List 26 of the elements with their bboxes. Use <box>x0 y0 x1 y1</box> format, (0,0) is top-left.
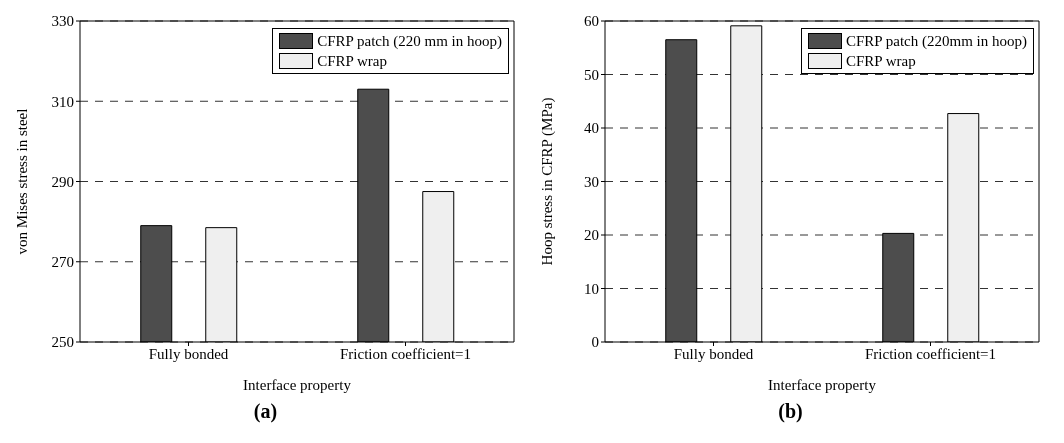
y-axis-title: Hoop stress in CFRP (MPa) <box>539 97 557 266</box>
y-tick-label: 40 <box>584 120 599 137</box>
y-tick-label: 30 <box>584 173 599 190</box>
legend-label: CFRP wrap <box>317 52 387 71</box>
legend-label: CFRP wrap <box>845 52 916 71</box>
y-tick-label: 60 <box>584 13 599 30</box>
legend-label: CFRP patch (220mm in hoop) <box>845 32 1027 51</box>
x-axis-title: Interface property <box>243 377 352 393</box>
text: (a) <box>253 400 278 423</box>
y-tick-label: 0 <box>591 334 599 351</box>
text: (b) <box>778 400 803 423</box>
y-tick-label: 270 <box>51 254 74 271</box>
y-tick-label: 290 <box>51 173 74 190</box>
y-tick-label: 20 <box>584 227 599 244</box>
y-tick-label: 50 <box>584 66 599 83</box>
x-tick-label: Fully bonded <box>148 345 229 362</box>
x-tick-label: Friction coefficient=1 <box>339 345 472 362</box>
legend-label: CFRP patch (220 mm in hoop) <box>317 32 502 51</box>
y-tick-label: 310 <box>51 93 74 110</box>
x-axis-title: Interface property <box>768 377 877 393</box>
y-tick-label: 330 <box>51 13 74 30</box>
x-tick-label: Fully bonded <box>673 345 754 362</box>
y-tick-label: 250 <box>51 334 74 351</box>
y-axis-title: von Mises stress in steel <box>14 108 31 255</box>
y-tick-label: 10 <box>584 280 599 297</box>
x-tick-label: Friction coefficient=1 <box>864 345 997 362</box>
